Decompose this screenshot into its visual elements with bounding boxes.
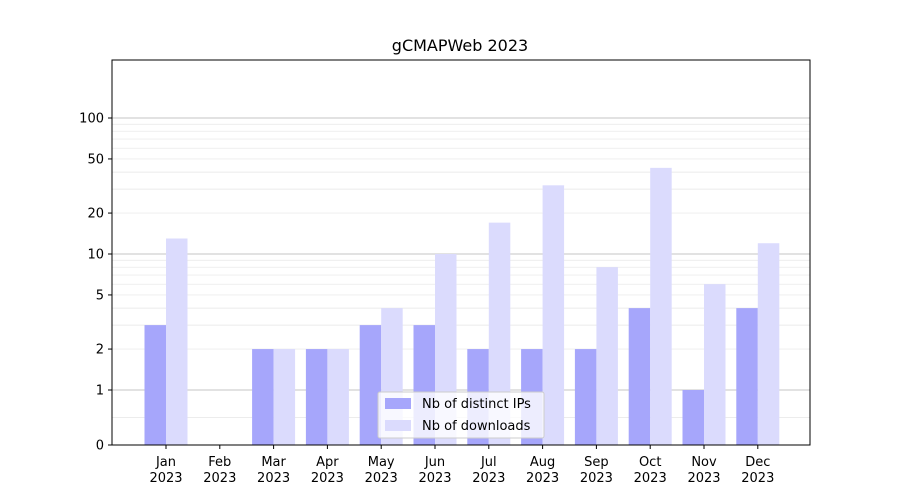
bar-ips xyxy=(682,390,704,445)
x-tick-label: Mar 2023 xyxy=(257,455,290,486)
x-tick-label: Jan 2023 xyxy=(149,455,182,486)
bar-ips xyxy=(736,308,758,445)
x-tick-label: Jun 2023 xyxy=(418,455,451,486)
bar-downloads xyxy=(704,284,726,445)
x-tick-label: Feb 2023 xyxy=(203,455,236,486)
y-tick-label: 5 xyxy=(96,288,104,303)
y-tick-label: 0 xyxy=(96,439,104,454)
bar-downloads xyxy=(650,167,672,445)
x-tick-label: May 2023 xyxy=(365,455,398,486)
legend-swatch-ips xyxy=(385,398,411,409)
bar-downloads xyxy=(327,349,349,445)
y-tick-label: 1 xyxy=(96,384,104,399)
legend-swatch-downloads xyxy=(385,420,411,431)
x-tick-label: Dec 2023 xyxy=(741,455,774,486)
x-tick-label: Nov 2023 xyxy=(687,455,720,486)
x-tick-label: Oct 2023 xyxy=(634,455,667,486)
x-axis: Jan 2023 Feb 2023 Mar 2023 Apr 2023 May 2023 Jun 20… xyxy=(149,445,774,486)
bar-downloads xyxy=(596,267,618,445)
bar-downloads xyxy=(488,222,511,445)
x-tick-label: Aug 2023 xyxy=(526,455,559,486)
bar-ips xyxy=(628,308,651,445)
chart-title: gCMAPWeb 2023 xyxy=(392,36,528,55)
x-tick-label: Sep 2023 xyxy=(580,455,613,486)
y-axis: 0 1 2 5 10 20 50 100 xyxy=(79,112,112,454)
legend: Nb of distinct IPs Nb of downloads xyxy=(377,391,545,439)
bar-ips xyxy=(144,325,166,445)
legend-label-ips: Nb of distinct IPs xyxy=(422,397,531,412)
y-tick-label: 10 xyxy=(87,248,104,263)
bar-ips xyxy=(252,349,274,445)
bar-downloads xyxy=(273,349,296,445)
x-tick-label: Apr 2023 xyxy=(311,455,344,486)
bar-ips xyxy=(305,349,328,445)
bar-ips xyxy=(574,349,597,445)
plot-frame xyxy=(111,59,811,446)
legend-box xyxy=(377,391,545,439)
bar-downloads xyxy=(542,185,565,445)
bar-ips xyxy=(359,325,382,445)
grid xyxy=(112,117,810,418)
y-tick-label: 20 xyxy=(87,207,104,222)
x-tick-label: Jul 2023 xyxy=(472,455,505,486)
y-tick-label: 50 xyxy=(87,152,104,167)
bar-downloads xyxy=(166,238,188,445)
y-tick-label: 2 xyxy=(96,343,104,358)
legend-label-downloads: Nb of downloads xyxy=(422,419,531,434)
bar-downloads xyxy=(757,243,780,445)
y-tick-label: 100 xyxy=(79,112,104,127)
